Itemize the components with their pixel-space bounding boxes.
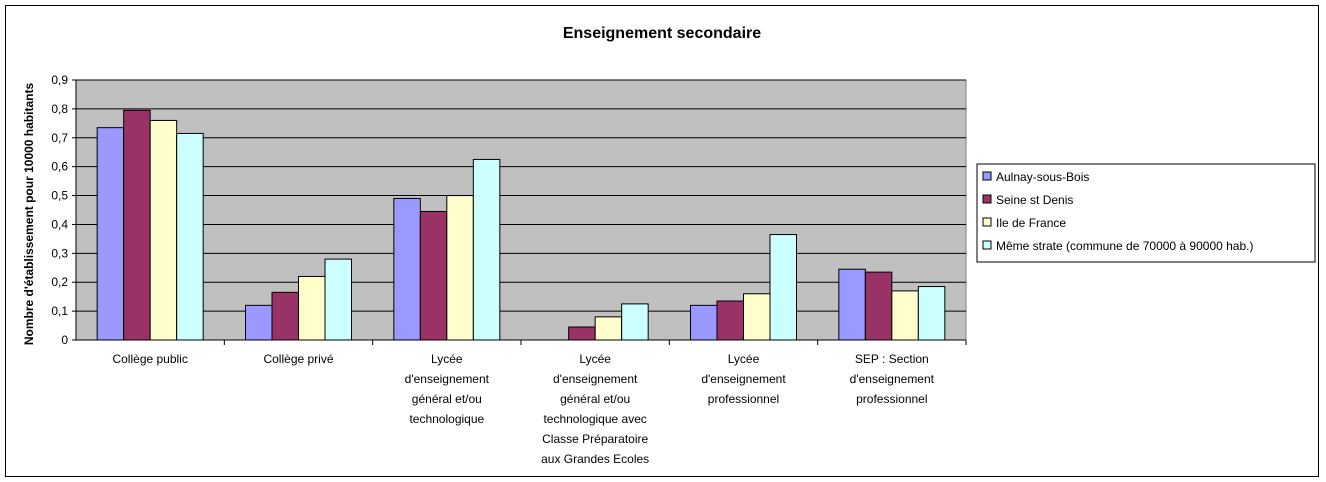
- legend-entry: Aulnay-sous-Bois: [996, 170, 1089, 184]
- category-label: Lycée d'enseignement général et/ou technolo…: [405, 352, 490, 426]
- bar: [568, 326, 596, 341]
- y-tick-label: 0,3: [51, 246, 68, 260]
- category-label-line: d'enseignement: [405, 372, 490, 386]
- bar: [690, 304, 718, 341]
- bar: [769, 234, 797, 341]
- bar: [176, 132, 204, 341]
- bar: [96, 127, 125, 341]
- bar: [245, 304, 273, 341]
- legend-box: [976, 163, 1316, 263]
- y-axis-label: Nombre d'établissement pour 10000 habita…: [22, 83, 36, 346]
- category-label-line: Lycée: [728, 352, 760, 366]
- category-label-line: aux Grandes Ecoles: [541, 452, 649, 466]
- legend: Aulnay-sous-Bois Seine st Denis Ile de Fra…: [976, 163, 1316, 263]
- y-tick-label: 0,9: [51, 73, 68, 87]
- category-label-line: d'enseignement: [553, 372, 638, 386]
- category-label: Collège privé: [263, 352, 333, 366]
- category-label-line: Lycée: [431, 352, 463, 366]
- category-label-line: professionnel: [856, 392, 927, 406]
- y-tick-label: 0,1: [51, 304, 68, 318]
- legend-entry: Seine st Denis: [996, 193, 1073, 207]
- chart-title: Enseignement secondaire: [563, 25, 761, 42]
- legend-entry: Même strate (commune de 70000 à 90000 ha…: [996, 239, 1253, 253]
- y-tick-label: 0,7: [51, 131, 68, 145]
- bar: [298, 275, 326, 341]
- bar-chart: Enseignement secondaire Nombre d'établis…: [22, 25, 1316, 466]
- bar: [716, 300, 744, 341]
- bar: [743, 293, 771, 341]
- legend-swatch: [982, 171, 992, 181]
- category-label: SEP : Section d'enseignement professionnel: [850, 352, 935, 406]
- y-tick-label: 0,8: [51, 102, 68, 116]
- bar: [472, 158, 501, 341]
- category-label-line: technologique avec: [543, 412, 646, 426]
- category-label: Collège public: [112, 352, 187, 366]
- category-label-line: d'enseignement: [850, 372, 935, 386]
- category-label-line: Classe Préparatoire: [542, 432, 648, 446]
- category-label: Lycée d'enseignement général et/ou technolo…: [541, 352, 649, 466]
- y-tick-label: 0,2: [51, 275, 68, 289]
- bar: [891, 290, 919, 341]
- category-label-line: technologique: [409, 412, 484, 426]
- category-label-line: général et/ou: [560, 392, 630, 406]
- category-label-line: d'enseignement: [701, 372, 786, 386]
- category-label-line: SEP : Section: [855, 352, 929, 366]
- plot-background: [75, 79, 967, 341]
- bar: [393, 197, 421, 341]
- plot-area: 0 0,1 0,2 0,3 0,4 0,5 0,6 0,7 0,8 0,9 Collège publ…: [51, 73, 967, 466]
- category-label-line: Collège public: [112, 352, 187, 366]
- bar: [149, 119, 178, 341]
- category-label-line: Collège privé: [263, 352, 333, 366]
- bar: [594, 316, 623, 341]
- legend-swatch: [982, 217, 992, 227]
- bar: [419, 210, 448, 341]
- bar: [838, 268, 866, 341]
- bar: [123, 109, 151, 341]
- category-label-line: Lycée: [579, 352, 611, 366]
- bar: [621, 303, 649, 341]
- category-label-line: général et/ou: [412, 392, 482, 406]
- bar: [271, 291, 299, 341]
- bar: [917, 286, 946, 341]
- bar: [324, 258, 352, 341]
- legend-swatch: [982, 194, 992, 204]
- category-label: Lycée d'enseignement professionnel: [701, 352, 786, 406]
- y-tick-label: 0,6: [51, 160, 68, 174]
- y-tick-label: 0,5: [51, 189, 68, 203]
- y-tick-label: 0: [61, 333, 68, 347]
- legend-entry: Ile de France: [996, 216, 1066, 230]
- bar: [446, 195, 474, 341]
- legend-swatch: [982, 240, 992, 250]
- chart-frame: Enseignement secondaire Nombre d'établis…: [5, 5, 1319, 477]
- bar: [864, 271, 893, 341]
- y-tick-label: 0,4: [51, 217, 68, 231]
- category-label-line: professionnel: [708, 392, 779, 406]
